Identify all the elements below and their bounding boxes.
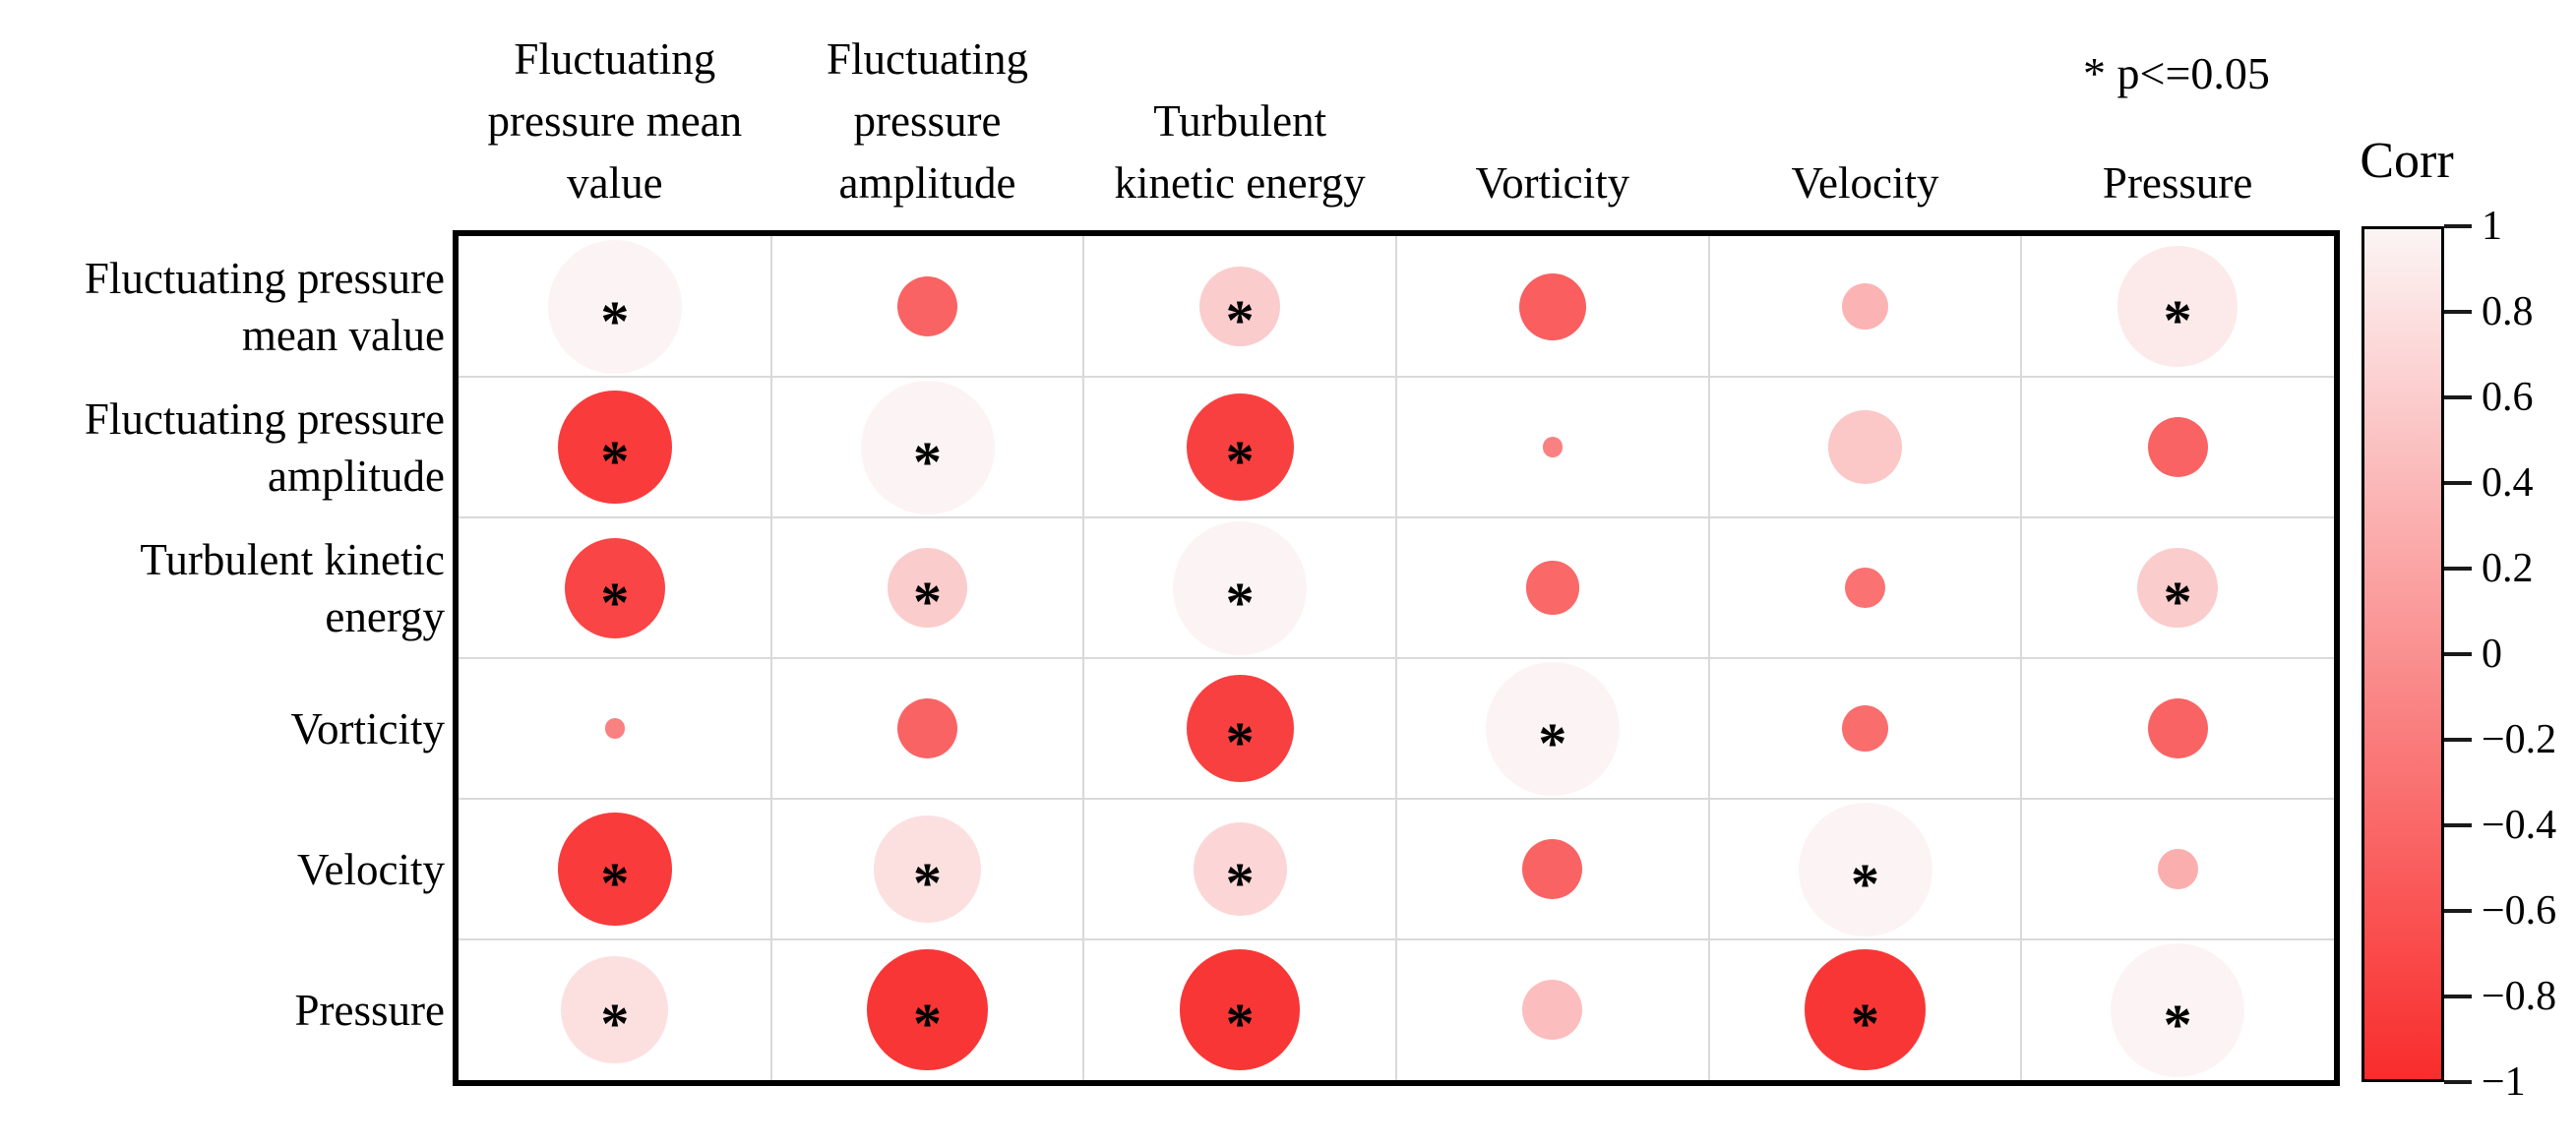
- corr-bubble: *: [1173, 520, 1308, 655]
- grid-line-horizontal: [459, 798, 2334, 800]
- colorbar-tick-label: −0.4: [2482, 803, 2557, 848]
- corr-bubble: [2157, 849, 2198, 889]
- corr-bubble: *: [558, 390, 672, 505]
- colorbar-tick-label: 0.4: [2482, 460, 2534, 506]
- colorbar-tick: [2444, 909, 2472, 913]
- corr-bubble: *: [887, 547, 968, 631]
- corr-bubble: *: [2116, 246, 2239, 367]
- corr-bubble: *: [1485, 661, 1620, 796]
- colorbar-tick: [2444, 481, 2472, 485]
- corr-bubble: [1518, 272, 1586, 340]
- colorbar-tick: [2444, 1080, 2472, 1084]
- corr-bubble: [1542, 437, 1564, 457]
- corr-bubble: [896, 697, 958, 759]
- colorbar-tick: [2444, 823, 2472, 827]
- colorbar-tick: [2444, 310, 2472, 314]
- colorbar-tick: [2444, 652, 2472, 656]
- corr-bubble: [1845, 568, 1885, 608]
- corr-bubble: *: [860, 380, 995, 514]
- colorbar-tick-label: 0: [2482, 632, 2502, 677]
- row-label: Fluctuating pressure mean value: [84, 253, 445, 360]
- corr-bubble: *: [874, 815, 981, 923]
- colorbar-tick: [2444, 224, 2472, 228]
- corr-bubble: *: [1179, 949, 1301, 1070]
- significance-note: * p<=0.05: [2083, 48, 2270, 98]
- corr-bubble: *: [2137, 547, 2218, 631]
- corr-bubble: *: [1186, 675, 1294, 782]
- row-label: Pressure: [294, 985, 445, 1035]
- colorbar-tick: [2444, 395, 2472, 399]
- corr-bubble: *: [1193, 821, 1287, 917]
- corr-bubble: [2147, 697, 2208, 759]
- corr-bubble: *: [1199, 266, 1280, 349]
- colorbar-tick-label: −1: [2482, 1059, 2526, 1105]
- corr-bubble: [1841, 282, 1889, 331]
- column-header: Fluctuating pressure mean value: [487, 34, 743, 208]
- corr-bubble: [896, 275, 958, 337]
- colorbar-tick-label: 1: [2482, 204, 2502, 249]
- column-header: Pressure: [2102, 158, 2253, 208]
- corr-bubble: *: [1805, 949, 1926, 1070]
- column-header: Fluctuating pressure amplitude: [827, 34, 1028, 208]
- corr-bubble: *: [561, 956, 669, 1063]
- corr-bubble: *: [867, 949, 988, 1070]
- row-label: Velocity: [297, 844, 445, 894]
- corr-bubble: *: [564, 537, 665, 638]
- colorbar-gradient: [2361, 226, 2444, 1082]
- column-header: Vorticity: [1475, 158, 1630, 208]
- colorbar-title: Corr: [2360, 133, 2454, 189]
- colorbar-tick: [2444, 738, 2472, 742]
- colorbar-tick: [2444, 995, 2472, 998]
- colorbar-tick-label: 0.6: [2482, 375, 2534, 420]
- corr-bubble: *: [2111, 942, 2245, 1077]
- colorbar-tick-label: −0.6: [2482, 888, 2557, 934]
- colorbar-tick-label: 0.2: [2482, 546, 2534, 591]
- grid-line-horizontal: [459, 376, 2334, 378]
- corr-bubble: [1841, 704, 1889, 753]
- colorbar-tick-label: −0.8: [2482, 974, 2557, 1019]
- column-header: Velocity: [1791, 158, 1939, 208]
- corr-bubble: [1522, 838, 1583, 900]
- corr-bubble: *: [558, 812, 672, 927]
- row-label: Vorticity: [290, 703, 445, 754]
- corr-bubble: [1525, 561, 1580, 615]
- corr-bubble: *: [1798, 802, 1932, 936]
- grid-line-horizontal: [459, 657, 2334, 659]
- corr-bubble: *: [1186, 393, 1294, 501]
- corr-bubble: [1522, 979, 1583, 1041]
- colorbar-tick-label: −0.2: [2482, 717, 2557, 762]
- corr-bubble: [604, 718, 626, 739]
- row-label: Turbulent kinetic energy: [140, 534, 445, 641]
- column-header: Turbulent kinetic energy: [1114, 96, 1366, 208]
- row-label: Fluctuating pressure amplitude: [84, 393, 445, 501]
- colorbar-tick: [2444, 567, 2472, 571]
- colorbar-tick-label: 0.8: [2482, 289, 2534, 334]
- corr-bubble: *: [547, 239, 682, 374]
- grid-line-horizontal: [459, 938, 2334, 940]
- corr-bubble: [2147, 416, 2208, 478]
- corr-bubble: [1828, 410, 1902, 484]
- grid-line-horizontal: [459, 516, 2334, 518]
